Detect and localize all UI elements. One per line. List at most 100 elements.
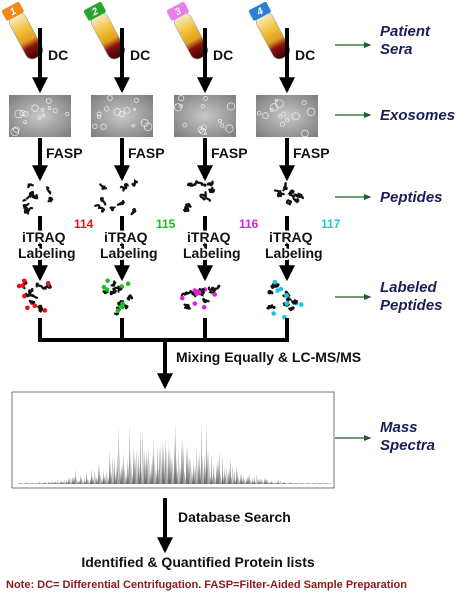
peptide-strand bbox=[292, 193, 302, 198]
vesicle bbox=[281, 111, 287, 117]
label-tag bbox=[25, 305, 30, 311]
vesicle bbox=[199, 128, 207, 135]
peptide-strand bbox=[131, 178, 139, 187]
exosome-image bbox=[174, 95, 236, 137]
tube: 3 bbox=[166, 1, 209, 60]
vesicle bbox=[41, 113, 46, 118]
tube: 2 bbox=[83, 1, 126, 60]
label-tag bbox=[101, 284, 107, 290]
peptide-strand bbox=[294, 198, 300, 204]
peptide-strand bbox=[117, 299, 125, 306]
note: Note: DC= Differential Centrifugation. F… bbox=[6, 579, 407, 591]
peptide-strand bbox=[100, 197, 107, 206]
vesicle bbox=[45, 97, 52, 104]
peptide-strand bbox=[202, 297, 210, 304]
peptide-strand bbox=[24, 292, 33, 298]
peptide-strand bbox=[22, 202, 30, 210]
exosome-bg bbox=[256, 95, 318, 137]
fasp-label: FASP bbox=[211, 145, 248, 161]
peptide-strand bbox=[198, 288, 205, 293]
peptide-strand bbox=[266, 304, 276, 310]
vesicle bbox=[220, 123, 225, 128]
vesicle bbox=[140, 118, 149, 127]
peptide-strand bbox=[117, 287, 123, 293]
peptide-strand bbox=[130, 207, 137, 216]
fasp-label: FASP bbox=[46, 145, 83, 161]
label-tag bbox=[275, 288, 280, 293]
fasp-label: FASP bbox=[128, 145, 165, 161]
peptide-strand bbox=[94, 204, 106, 213]
vesicle bbox=[279, 121, 285, 127]
peptide-strand bbox=[186, 182, 196, 187]
vesicle bbox=[113, 108, 121, 116]
label-tag bbox=[299, 302, 304, 307]
tube-cap bbox=[166, 1, 189, 21]
peptide-strand bbox=[208, 188, 216, 194]
peptide-strand bbox=[37, 304, 44, 311]
vesicle bbox=[19, 110, 26, 117]
vesicle bbox=[133, 108, 137, 111]
peptide-strand bbox=[182, 205, 190, 213]
labeled-peptides bbox=[16, 278, 52, 313]
vesicle bbox=[200, 104, 205, 109]
peptide-strand bbox=[27, 183, 34, 189]
peptides bbox=[22, 183, 54, 215]
label-tag bbox=[284, 301, 290, 306]
vesicle bbox=[13, 126, 20, 133]
vesicle bbox=[31, 104, 39, 112]
dc-label: DC bbox=[48, 47, 68, 63]
peptide-strand bbox=[102, 289, 109, 295]
mixing-label: Mixing Equally & LC-MS/MS bbox=[176, 349, 361, 365]
stage-label: Peptides bbox=[380, 297, 443, 314]
tube-cap bbox=[1, 1, 24, 21]
label-tag bbox=[104, 287, 110, 292]
vesicle bbox=[92, 123, 98, 129]
tube: 1 bbox=[1, 1, 44, 60]
label-tag bbox=[197, 290, 202, 295]
tube-cap bbox=[248, 1, 271, 21]
label-tag bbox=[45, 281, 51, 286]
peptide-strand bbox=[28, 299, 36, 305]
peptide-strand bbox=[28, 190, 35, 198]
vesicle bbox=[47, 106, 52, 110]
peptide-strand bbox=[288, 192, 296, 201]
label-tag bbox=[271, 311, 277, 316]
tube-number: 1 bbox=[8, 6, 18, 19]
stage-label: Sera bbox=[380, 41, 413, 58]
vesicle bbox=[40, 108, 45, 112]
vesicle bbox=[14, 109, 24, 119]
label-tag bbox=[42, 308, 48, 313]
vesicle bbox=[107, 95, 113, 101]
label-tag bbox=[16, 283, 22, 289]
peptide-strand bbox=[267, 289, 274, 295]
vesicle bbox=[123, 107, 131, 114]
vesicle bbox=[225, 124, 234, 133]
labeling-label: Labeling bbox=[18, 245, 76, 261]
vesicle bbox=[178, 95, 185, 102]
vesicle bbox=[97, 114, 102, 119]
labeled-peptides bbox=[180, 284, 221, 310]
peptide-strand bbox=[28, 287, 34, 294]
peptides bbox=[182, 180, 216, 213]
vesicle bbox=[23, 120, 28, 125]
vesicle bbox=[182, 122, 188, 128]
stage-label: Peptides bbox=[380, 189, 443, 206]
peptide-strand bbox=[206, 180, 214, 187]
itraq-tag: 117 bbox=[321, 217, 341, 231]
tube-number: 3 bbox=[173, 6, 183, 19]
peptide-strand bbox=[35, 282, 46, 290]
tube-number: 2 bbox=[89, 6, 100, 19]
label-tag bbox=[32, 303, 38, 309]
vesicle bbox=[226, 102, 236, 111]
peptide-strand bbox=[185, 202, 192, 208]
peptide-strand bbox=[45, 186, 52, 196]
vesicle bbox=[179, 104, 183, 108]
vesicle bbox=[256, 110, 262, 116]
peptide-strand bbox=[273, 189, 283, 198]
stage-label: Patient bbox=[380, 23, 431, 40]
vesicle bbox=[131, 123, 135, 128]
peptide-strand bbox=[285, 199, 293, 206]
result-label: Identified & Quantified Protein lists bbox=[81, 554, 315, 570]
dc-label: DC bbox=[130, 47, 150, 63]
